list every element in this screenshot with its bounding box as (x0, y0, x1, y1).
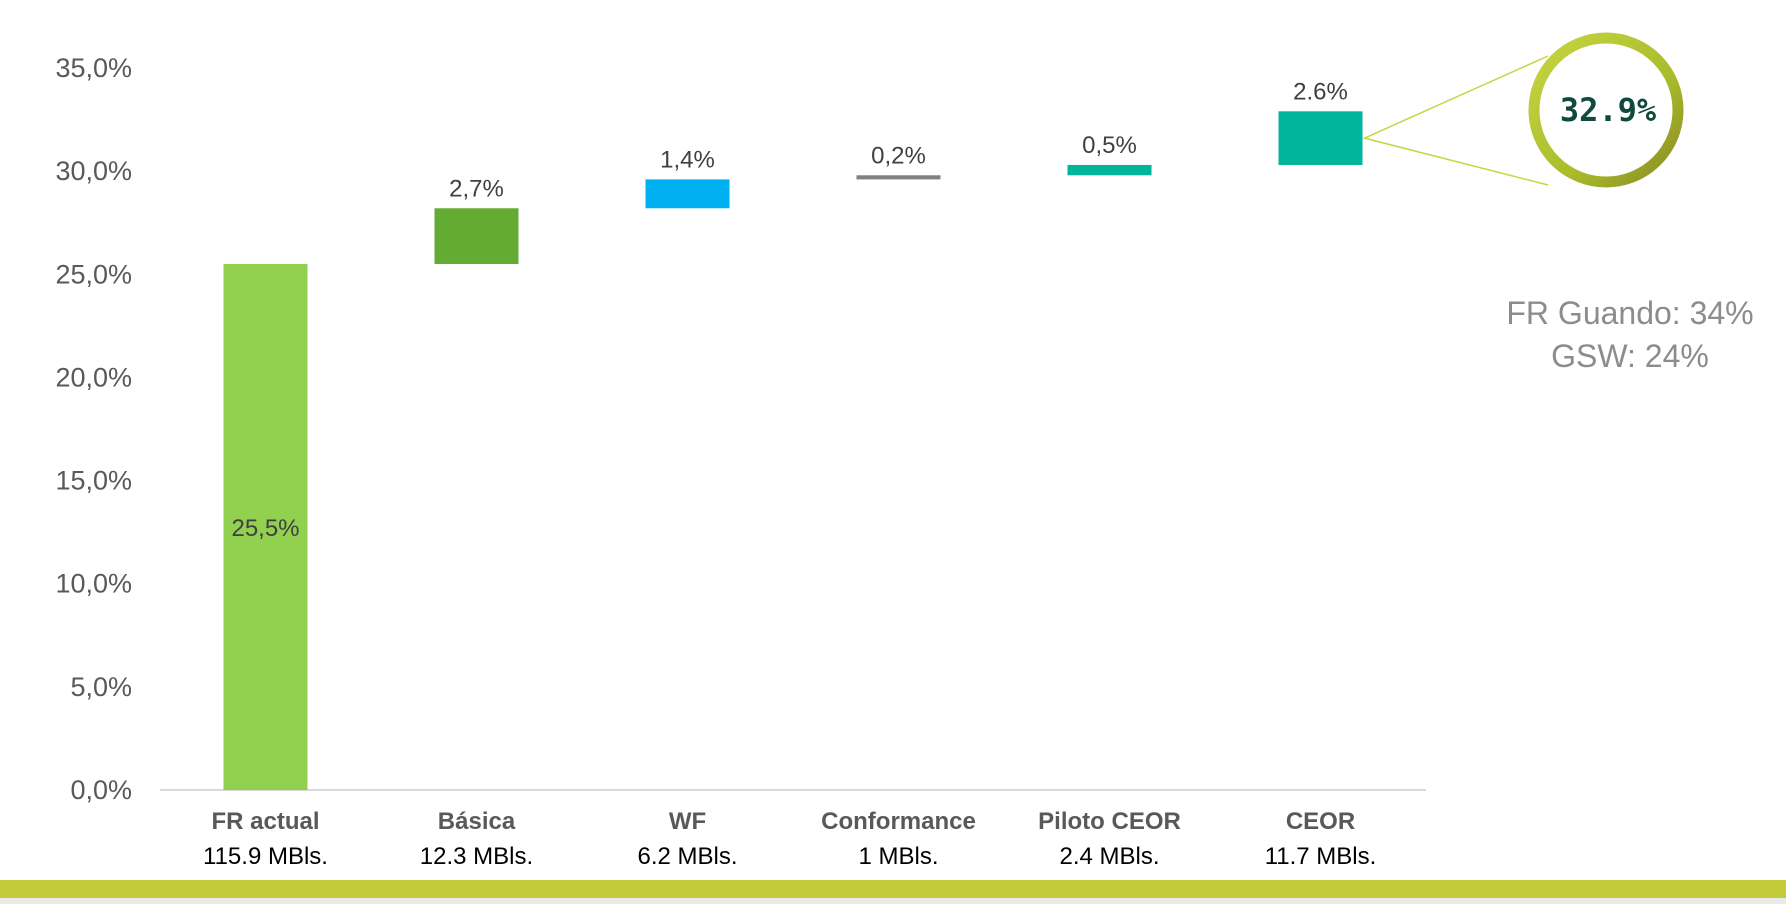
side-note-fr-guando: FR Guando: 34% (1506, 295, 1754, 331)
y-tick-label: 0,0% (70, 775, 132, 805)
bar-ceor (1278, 111, 1363, 165)
callout-connector (1362, 55, 1549, 186)
x-tick-sublabel: 2.4 MBls. (1059, 843, 1159, 870)
y-tick-label: 30,0% (55, 156, 132, 186)
bar-básica (434, 208, 519, 264)
y-tick-label: 10,0% (55, 569, 132, 599)
footer-shadow (0, 898, 1786, 904)
y-tick-label: 35,0% (55, 53, 132, 83)
y-tick-label: 20,0% (55, 362, 132, 392)
x-axis-categories: FR actual 115.9 MBls. Básica 12.3 MBls. WF 6.… (203, 808, 1376, 870)
bar-series: 25,5% 2,7% 1,4% 0,2% 0,5% 2.6% (223, 78, 1363, 790)
x-tick-label: Básica (438, 808, 516, 835)
y-tick-label: 5,0% (70, 672, 132, 702)
footer-accent-bar (0, 880, 1786, 898)
data-label: 0,2% (871, 142, 926, 169)
y-tick-label: 25,0% (55, 259, 132, 289)
total-value: 32.9% (1560, 91, 1657, 129)
y-axis: 0,0% 5,0% 10,0% 15,0% 20,0% 25,0% 30,0% 35,0% (55, 53, 132, 805)
side-note-gsw: GSW: 24% (1551, 338, 1709, 374)
x-tick-sublabel: 115.9 MBls. (203, 843, 328, 870)
total-ring (1528, 32, 1684, 188)
bar-conformance (856, 175, 941, 180)
x-tick-label: CEOR (1286, 808, 1355, 835)
total-callout: 32.9% (1362, 32, 1684, 188)
bar-piloto-ceor (1067, 164, 1152, 176)
x-tick-sublabel: 6.2 MBls. (637, 843, 737, 870)
bar-wf (645, 179, 730, 209)
x-tick-label: WF (669, 808, 706, 835)
data-label: 2,7% (449, 175, 504, 202)
data-label: 0,5% (1082, 132, 1137, 159)
x-tick-sublabel: 11.7 MBls. (1265, 843, 1377, 870)
x-tick-label: Conformance (821, 808, 976, 835)
data-label: 2.6% (1293, 78, 1348, 105)
data-label: 25,5% (231, 515, 299, 542)
x-tick-sublabel: 1 MBls. (858, 843, 938, 870)
x-tick-sublabel: 12.3 MBls. (420, 843, 533, 870)
x-tick-label: FR actual (211, 808, 319, 835)
data-label: 1,4% (660, 146, 715, 173)
y-tick-label: 15,0% (55, 466, 132, 496)
bar-fr-actual (223, 263, 308, 790)
x-tick-label: Piloto CEOR (1038, 808, 1181, 835)
